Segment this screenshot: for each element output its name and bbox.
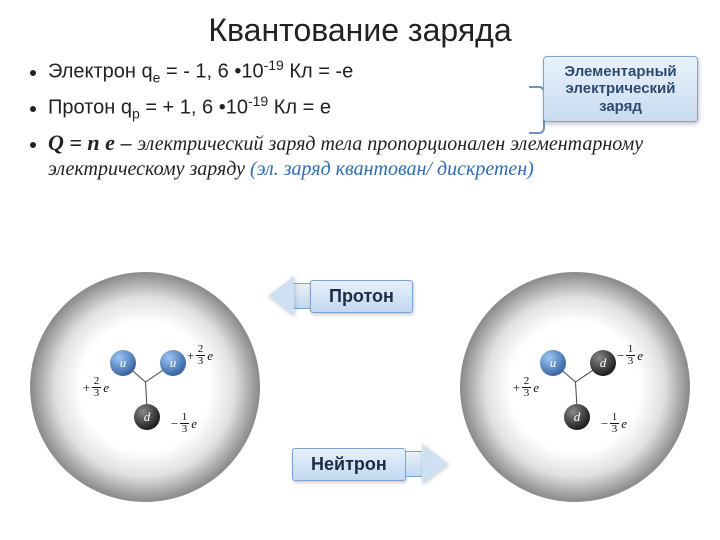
arrow-left-icon — [268, 276, 294, 316]
quark-charge-label: −13e — [616, 344, 643, 367]
page-title: Квантование заряда — [0, 0, 720, 49]
text: Протон q — [48, 97, 132, 119]
proton-label-text: Протон — [310, 280, 413, 313]
proton-arrow-label: Протон — [268, 276, 413, 316]
superscript: -19 — [264, 57, 284, 73]
bullet-formula: Q = n e – электрический заряд тела пропо… — [48, 129, 696, 182]
formula-lhs: Q = n e — [48, 130, 115, 155]
arrow-right-icon — [422, 444, 448, 484]
quark-charge-label: +23e — [512, 376, 539, 399]
u-quark: u — [110, 350, 136, 376]
u-quark: u — [160, 350, 186, 376]
arrow-tail — [292, 283, 310, 309]
quark-charge-label: +23e — [186, 344, 213, 367]
d-quark: d — [590, 350, 616, 376]
d-quark: d — [134, 404, 160, 430]
diagrams-area: u+23eu+23ed−13e u+23ed−13ed−13e Протон Н… — [0, 262, 720, 540]
neutron-diagram: u+23ed−13ed−13e — [460, 272, 690, 502]
neutron-arrow-label: Нейтрон — [292, 444, 448, 484]
quark-charge-label: +23e — [82, 376, 109, 399]
neutron-label-text: Нейтрон — [292, 448, 406, 481]
u-quark: u — [540, 350, 566, 376]
formula-note: (эл. заряд квантован/ дискретен) — [250, 158, 534, 180]
text: Кл = -e — [284, 61, 353, 83]
quark-charge-label: −13e — [600, 412, 627, 435]
subscript: p — [132, 106, 140, 122]
dash: – — [115, 133, 137, 155]
proton-diagram: u+23eu+23ed−13e — [30, 272, 260, 502]
superscript: -19 — [248, 93, 268, 109]
text: = + 1, 6 •10 — [140, 97, 248, 119]
callout-elementary-charge: Элементарный электрический заряд — [543, 56, 698, 122]
text: Кл = e — [268, 97, 331, 119]
text: Электрон q — [48, 61, 153, 83]
d-quark: d — [564, 404, 590, 430]
text: = - 1, 6 •10 — [160, 61, 263, 83]
quark-charge-label: −13e — [170, 412, 197, 435]
